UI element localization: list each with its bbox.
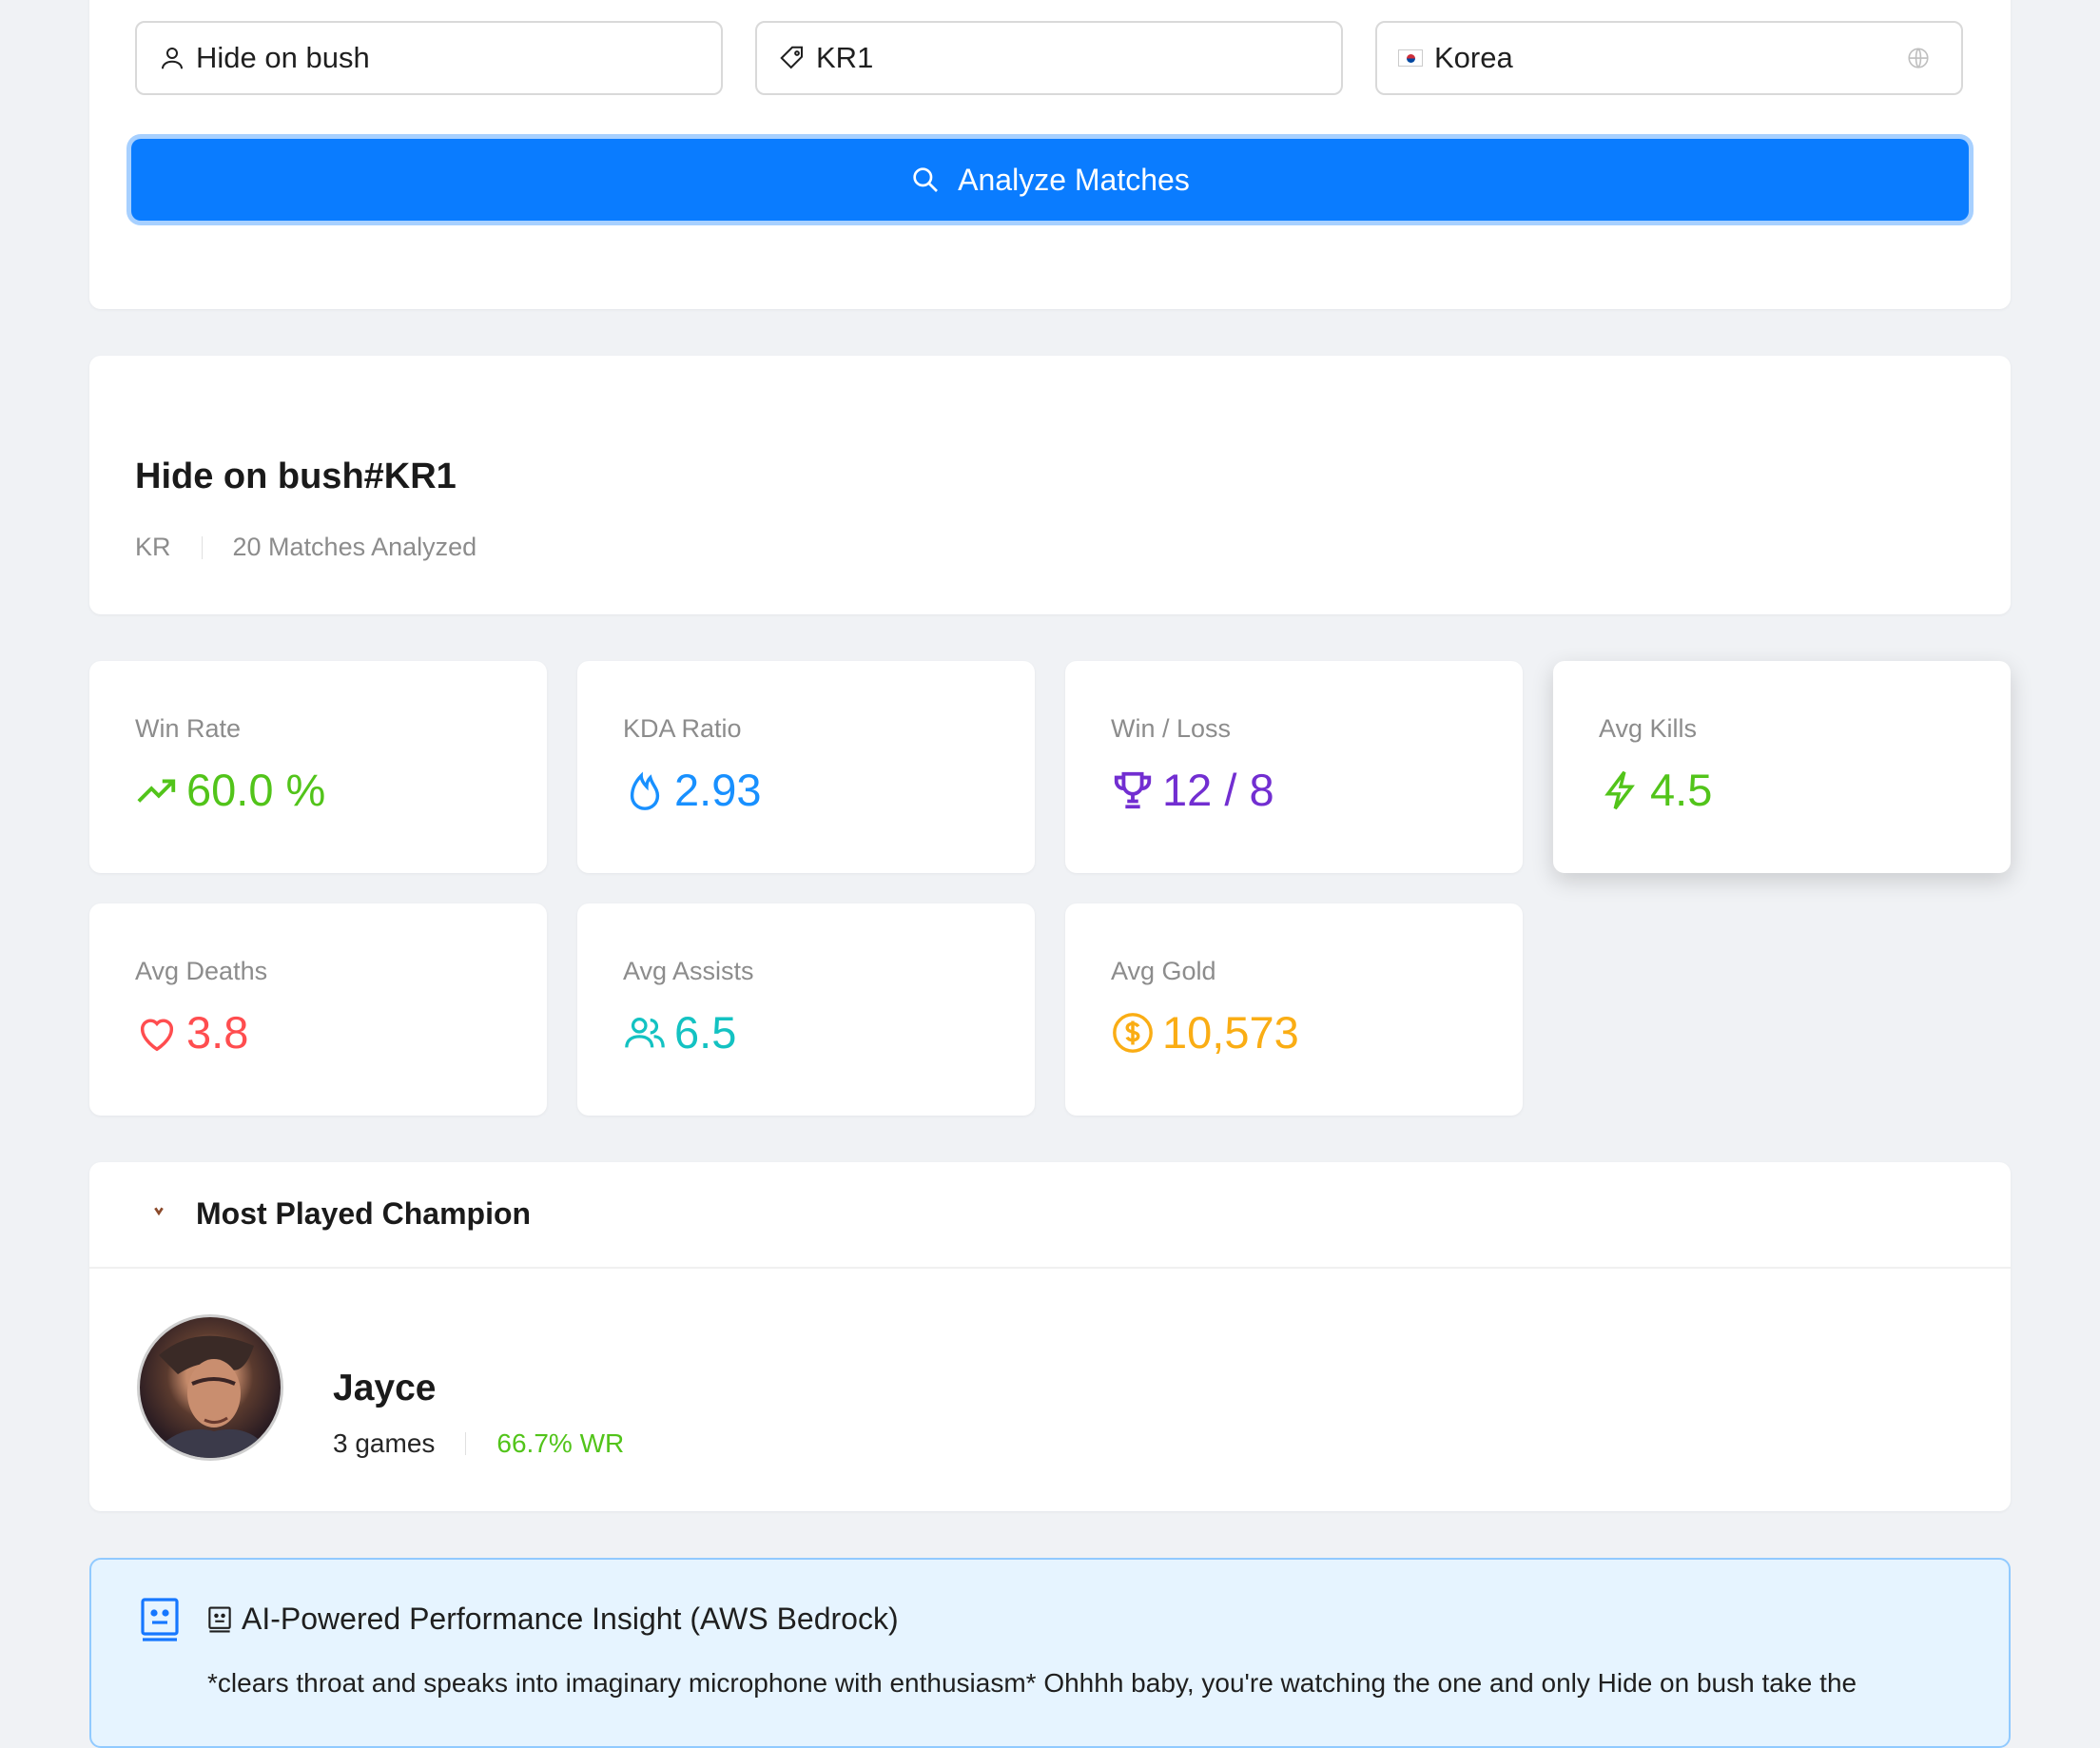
champion-portrait-icon xyxy=(149,1335,273,1458)
profile-name: Hide on bush#KR1 xyxy=(135,456,457,496)
stat-win-rate: Win Rate 60.0 % xyxy=(89,661,547,873)
search-card: Hide on bush KR1 Korea Analyze Matches xyxy=(89,0,2011,309)
korea-flag-icon xyxy=(1398,49,1423,67)
analyze-matches-button[interactable]: Analyze Matches xyxy=(131,139,1969,221)
stat-label: KDA Ratio xyxy=(623,714,742,743)
team-icon xyxy=(625,1017,665,1047)
robot-small-icon xyxy=(208,1606,231,1632)
ai-insight-card: AI-Powered Performance Insight (AWS Bedr… xyxy=(89,1558,2011,1748)
stat-label: Win Rate xyxy=(135,714,242,743)
stat-value: 4.5 xyxy=(1650,765,1713,815)
stat-label: Avg Deaths xyxy=(135,957,268,985)
user-icon xyxy=(162,48,183,69)
tag-input[interactable]: KR1 xyxy=(755,21,1343,95)
ai-insight-title-row: AI-Powered Performance Insight (AWS Bedr… xyxy=(207,1602,899,1637)
fire-icon xyxy=(630,771,660,810)
champion-name: Jayce xyxy=(333,1368,437,1408)
stat-label: Win / Loss xyxy=(1111,714,1232,743)
stat-label: Avg Assists xyxy=(623,957,754,985)
stat-label: Avg Gold xyxy=(1111,957,1216,985)
stat-avg-deaths: Avg Deaths 3.8 xyxy=(89,903,547,1116)
tag-value: KR1 xyxy=(816,41,874,74)
analyze-matches-label: Analyze Matches xyxy=(958,162,1190,197)
stat-value: 3.8 xyxy=(186,1007,249,1058)
stat-value: 12 / 8 xyxy=(1162,765,1274,815)
champion-card-header: Most Played Champion xyxy=(89,1162,2011,1269)
ai-insight-text: *clears throat and speaks into imaginary… xyxy=(207,1668,1857,1698)
section-title: Most Played Champion xyxy=(196,1196,532,1231)
champion-games: 3 games xyxy=(333,1428,436,1458)
stat-avg-assists: Avg Assists 6.5 xyxy=(577,903,1035,1116)
divider xyxy=(201,535,203,559)
summoner-name-value: Hide on bush xyxy=(196,41,370,74)
stat-win-loss: Win / Loss 12 / 8 xyxy=(1065,661,1523,873)
champion-avatar xyxy=(137,1314,283,1461)
trending-up-icon xyxy=(137,779,176,803)
profile-matches: 20 Matches Analyzed xyxy=(232,533,477,561)
profile-card: Hide on bush#KR1 KR 20 Matches Analyzed xyxy=(89,356,2011,614)
most-played-champion-card: Most Played Champion Jayce 3 games 66.7%… xyxy=(89,1162,2011,1511)
stat-value: 60.0 % xyxy=(186,765,326,815)
stat-value: 6.5 xyxy=(674,1007,737,1058)
trophy-icon xyxy=(1114,771,1152,808)
champion-meta: 3 games 66.7% WR xyxy=(333,1428,624,1459)
stat-avg-kills: Avg Kills 4.5 xyxy=(1553,661,2011,873)
profile-meta: KR 20 Matches Analyzed xyxy=(135,533,476,562)
stat-kda-ratio: KDA Ratio 2.93 xyxy=(577,661,1035,873)
summoner-name-input[interactable]: Hide on bush xyxy=(135,21,723,95)
divider xyxy=(465,1432,467,1455)
globe-icon xyxy=(1908,48,1929,68)
stat-label: Avg Kills xyxy=(1599,714,1698,743)
dollar-icon xyxy=(1113,1012,1153,1053)
search-icon xyxy=(913,167,939,192)
profile-region: KR xyxy=(135,533,171,561)
stat-value: 2.93 xyxy=(674,765,762,815)
heart-icon xyxy=(140,1018,174,1051)
robot-icon xyxy=(141,1598,179,1641)
region-value: Korea xyxy=(1434,41,1513,74)
champion-badge-icon xyxy=(154,1207,164,1216)
champion-win-rate: 66.7% WR xyxy=(496,1428,625,1458)
ai-insight-title: AI-Powered Performance Insight (AWS Bedr… xyxy=(242,1602,899,1636)
thunderbolt-icon xyxy=(1604,770,1635,809)
region-select[interactable]: Korea xyxy=(1375,21,1963,95)
stat-value: 10,573 xyxy=(1162,1007,1299,1058)
tag-icon xyxy=(780,46,803,69)
stat-avg-gold: Avg Gold 10,573 xyxy=(1065,903,1523,1116)
